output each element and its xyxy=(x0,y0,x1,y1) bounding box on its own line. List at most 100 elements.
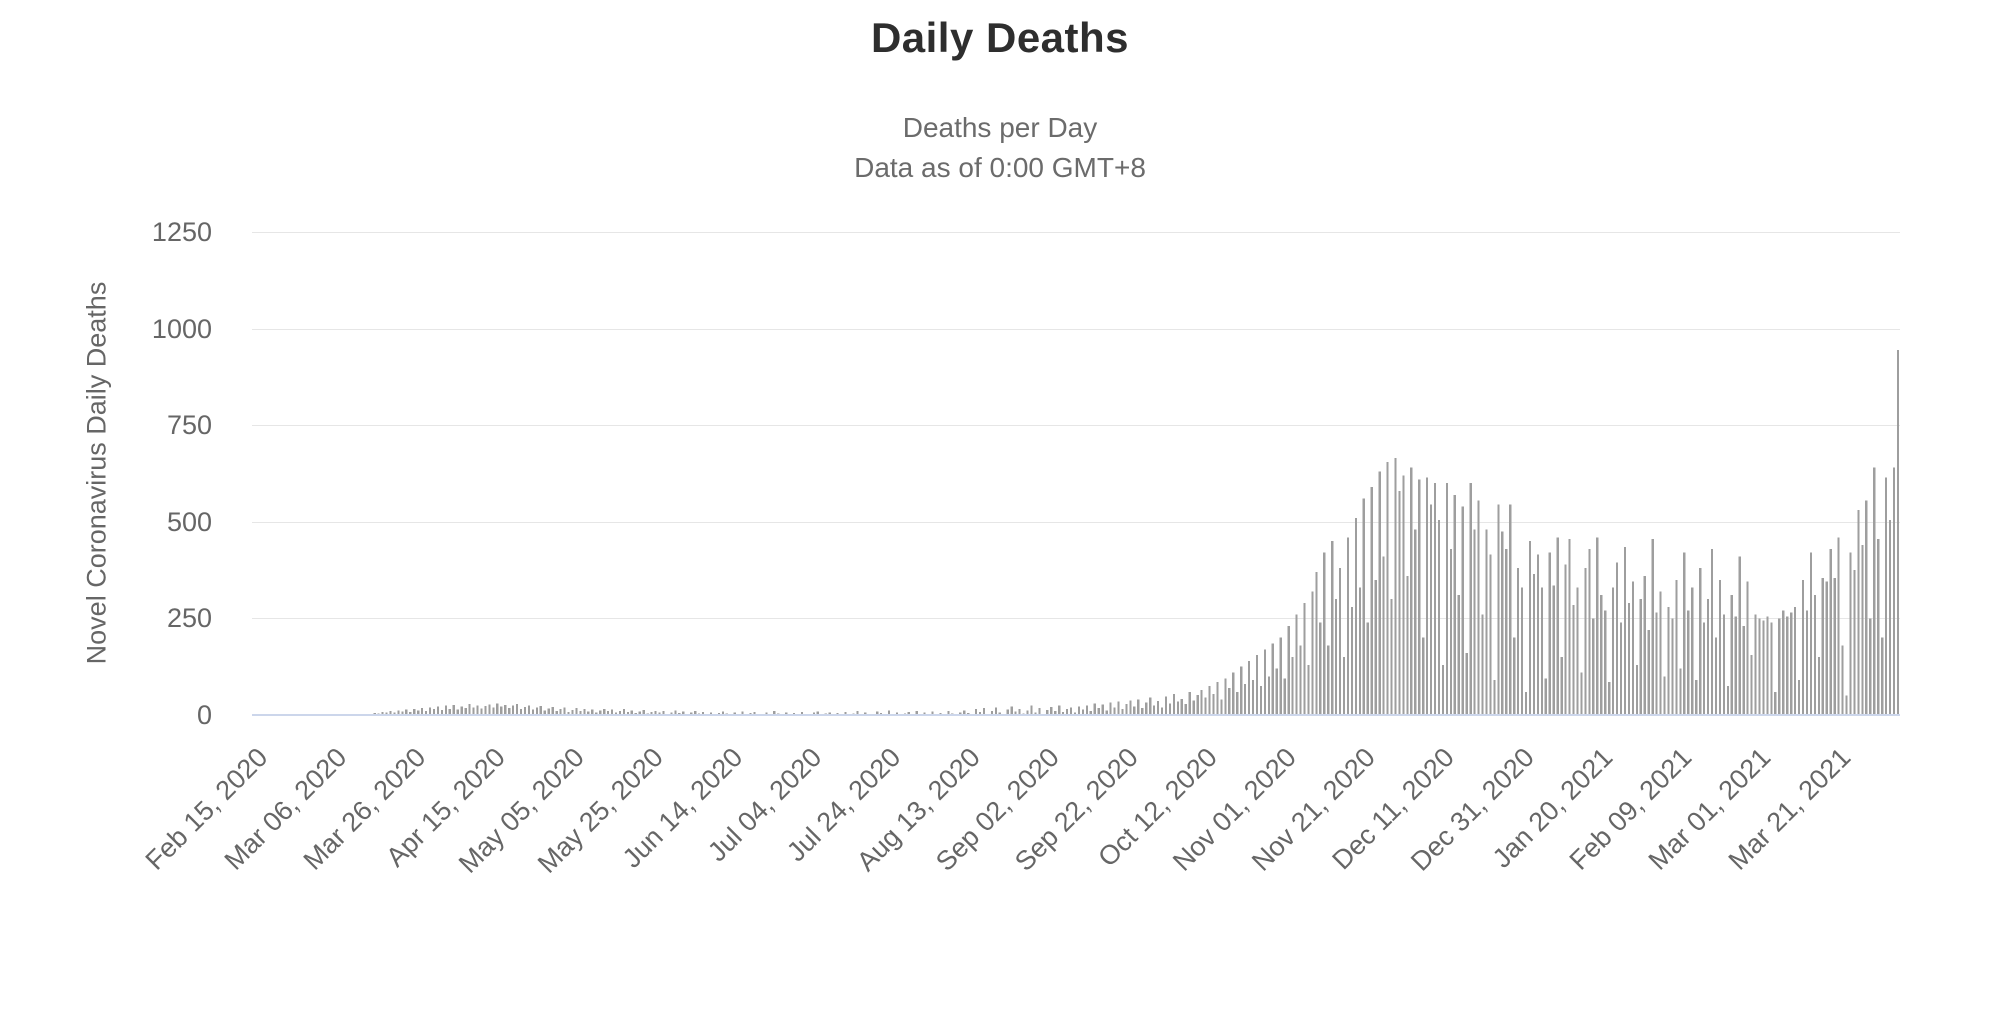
bar-day-318 xyxy=(1509,504,1512,715)
bar-day-235 xyxy=(1180,698,1183,715)
bar-day-143 xyxy=(816,711,819,715)
bar-day-219 xyxy=(1117,701,1120,715)
bar-day-33 xyxy=(381,711,384,715)
bar-day-358 xyxy=(1667,606,1670,715)
bar-day-364 xyxy=(1691,587,1694,715)
bar-day-79 xyxy=(563,707,566,715)
bar-day-84 xyxy=(583,708,586,715)
bar-day-70 xyxy=(527,705,531,715)
bar-day-211 xyxy=(1085,705,1088,715)
bar-day-184 xyxy=(978,711,982,715)
bar-day-197 xyxy=(1030,705,1033,715)
bar-day-402 xyxy=(1841,645,1844,715)
bar-day-225 xyxy=(1141,708,1144,715)
bar-day-388 xyxy=(1786,616,1789,715)
bar-day-351 xyxy=(1639,599,1642,715)
bar-day-244 xyxy=(1216,682,1219,715)
bar-day-114 xyxy=(701,711,705,715)
bar-day-230 xyxy=(1160,707,1164,715)
bar-day-288 xyxy=(1390,599,1393,715)
bar-day-368 xyxy=(1706,599,1710,715)
bar-day-93 xyxy=(618,710,622,715)
bar-day-407 xyxy=(1861,544,1864,715)
bar-day-294 xyxy=(1414,529,1417,715)
bar-day-234 xyxy=(1176,701,1179,715)
bar-day-403 xyxy=(1845,695,1848,715)
bar-day-408 xyxy=(1865,500,1868,715)
bar-day-278 xyxy=(1350,606,1354,715)
bar-day-209 xyxy=(1077,706,1081,715)
bar-day-242 xyxy=(1208,686,1211,715)
bar-day-34 xyxy=(385,712,388,715)
bar-day-150 xyxy=(844,711,847,715)
bar-day-40 xyxy=(409,711,412,715)
bar-day-361 xyxy=(1679,668,1682,715)
bar-day-332 xyxy=(1564,564,1567,715)
bar-day-385 xyxy=(1774,691,1777,715)
bar-day-267 xyxy=(1307,664,1310,715)
bar-day-261 xyxy=(1283,678,1286,715)
bar-day-374 xyxy=(1730,595,1733,715)
y-tick-label-1000: 1000 xyxy=(151,314,212,344)
bar-day-275 xyxy=(1338,568,1342,715)
bar-day-310 xyxy=(1477,500,1480,715)
bar-day-387 xyxy=(1782,610,1785,715)
bar-day-375 xyxy=(1734,616,1737,715)
bar-day-320 xyxy=(1517,568,1520,715)
bar-day-39 xyxy=(405,709,408,715)
bar-day-191 xyxy=(1006,709,1009,715)
bar-day-37 xyxy=(397,710,400,715)
bar-day-350 xyxy=(1635,664,1638,715)
bar-day-297 xyxy=(1426,477,1429,715)
bar-day-237 xyxy=(1188,691,1191,715)
bar-day-373 xyxy=(1726,686,1729,715)
bar-day-210 xyxy=(1081,709,1085,715)
bar-day-38 xyxy=(401,711,404,715)
bar-day-135 xyxy=(785,712,788,715)
bar-day-68 xyxy=(519,708,523,715)
bar-day-397 xyxy=(1821,577,1824,715)
bar-day-83 xyxy=(579,710,582,715)
bar-day-109 xyxy=(682,711,685,715)
bar-day-366 xyxy=(1699,568,1702,715)
y-tick-label-750: 750 xyxy=(166,410,212,440)
bar-day-266 xyxy=(1303,602,1306,715)
chart-title: Daily Deaths xyxy=(870,14,1130,61)
bar-day-104 xyxy=(662,711,665,715)
bar-day-365 xyxy=(1695,680,1698,715)
bar-day-401 xyxy=(1837,537,1840,715)
bar-day-258 xyxy=(1271,643,1274,715)
bar-day-255 xyxy=(1259,686,1263,715)
bar-day-72 xyxy=(535,707,538,715)
bar-day-232 xyxy=(1168,703,1172,715)
bar-day-130 xyxy=(765,712,768,715)
bar-day-377 xyxy=(1742,626,1745,715)
bar-day-43 xyxy=(421,708,424,715)
bar-day-214 xyxy=(1097,708,1100,715)
bar-day-263 xyxy=(1291,657,1294,715)
bar-day-400 xyxy=(1833,577,1836,715)
bar-day-60 xyxy=(488,704,491,715)
bar-day-112 xyxy=(694,711,697,715)
bar-day-205 xyxy=(1062,711,1065,715)
bar-day-253 xyxy=(1251,680,1255,715)
bar-day-94 xyxy=(622,709,626,715)
bar-day-325 xyxy=(1536,554,1540,715)
bar-day-192 xyxy=(1010,706,1013,715)
bar-day-398 xyxy=(1825,581,1828,715)
bar-day-307 xyxy=(1465,653,1468,715)
bar-day-287 xyxy=(1386,461,1389,715)
bar-day-414 xyxy=(1888,519,1892,715)
bar-day-240 xyxy=(1200,689,1203,715)
bar-day-36 xyxy=(393,712,396,715)
bar-day-193 xyxy=(1014,711,1017,715)
bar-day-106 xyxy=(670,712,673,715)
bar-day-57 xyxy=(476,705,479,715)
bar-day-323 xyxy=(1528,541,1532,715)
bar-day-383 xyxy=(1766,616,1769,715)
bar-day-239 xyxy=(1196,694,1199,715)
bar-day-335 xyxy=(1576,587,1579,715)
bar-day-81 xyxy=(571,709,574,715)
bar-day-405 xyxy=(1853,570,1856,715)
